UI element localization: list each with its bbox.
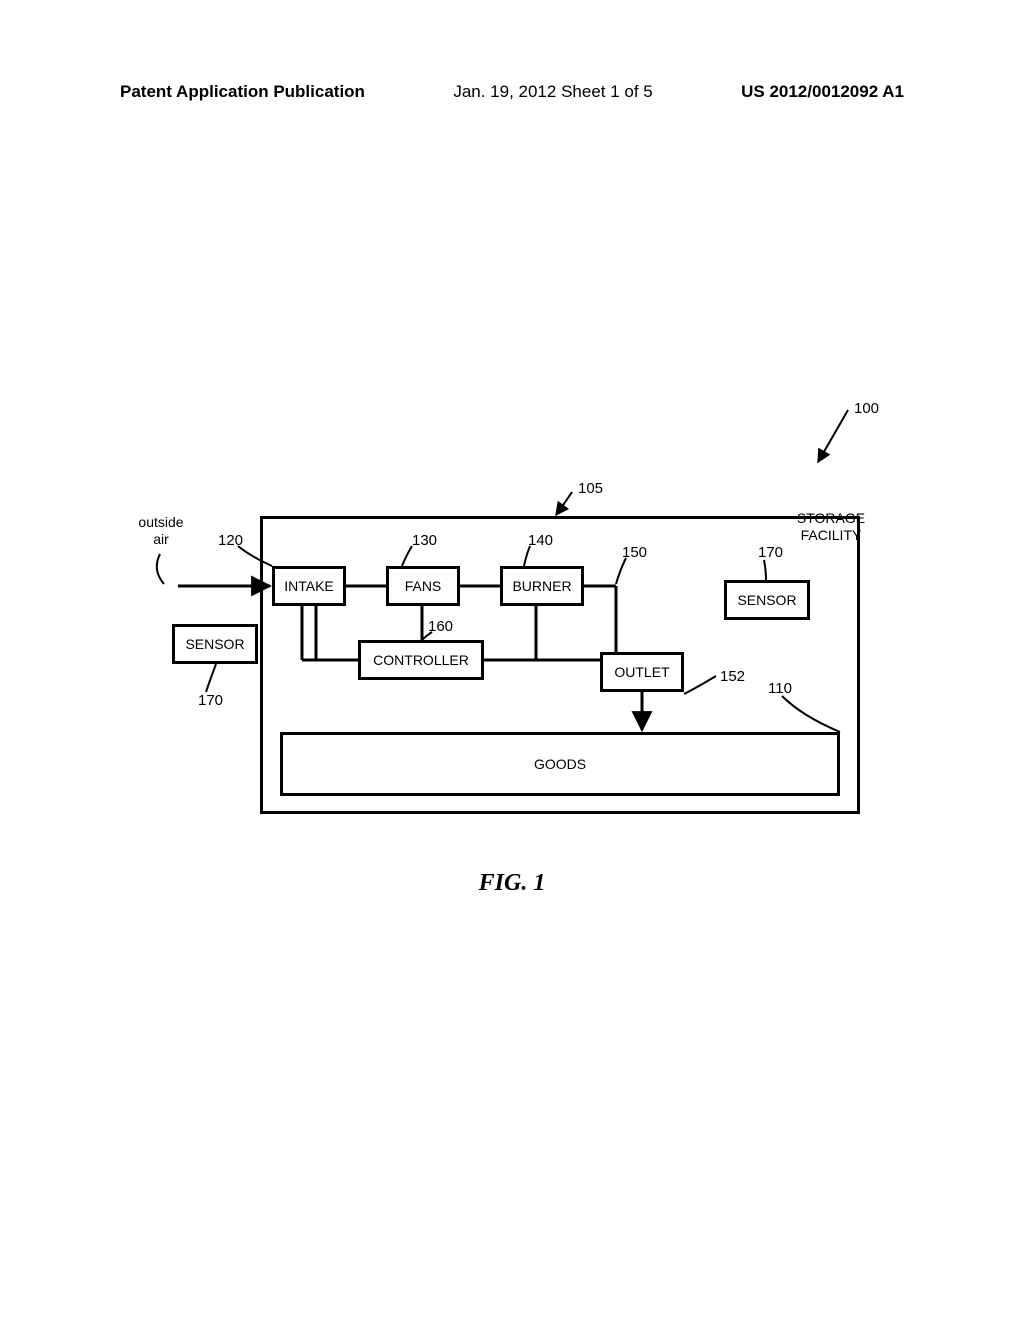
page-header: Patent Application Publication Jan. 19, … [0, 82, 1024, 102]
ref-140: 140 [528, 532, 553, 549]
fans-block: FANS [386, 566, 460, 606]
ref-105: 105 [578, 480, 603, 497]
goods-block: GOODS [280, 732, 840, 796]
ref-170-right: 170 [758, 544, 783, 561]
intake-block: INTAKE [272, 566, 346, 606]
controller-block: CONTROLLER [358, 640, 484, 680]
diagram: outsideair STORAGEFACILITY INTAKE FANS B… [116, 396, 896, 846]
header-date-sheet: Jan. 19, 2012 Sheet 1 of 5 [453, 82, 652, 102]
header-pub-type: Patent Application Publication [120, 82, 365, 102]
outlet-block: OUTLET [600, 652, 684, 692]
label-outside-air: outsideair [126, 514, 196, 548]
ref-120: 120 [218, 532, 243, 549]
header-pub-number: US 2012/0012092 A1 [741, 82, 904, 102]
ref-150: 150 [622, 544, 647, 561]
ref-160: 160 [428, 618, 453, 635]
ref-110: 110 [768, 680, 792, 697]
sensor-left-block: SENSOR [172, 624, 258, 664]
sensor-right-block: SENSOR [724, 580, 810, 620]
figure-caption: FIG. 1 [0, 870, 1024, 897]
ref-152: 152 [720, 668, 745, 685]
ref-130: 130 [412, 532, 437, 549]
burner-block: BURNER [500, 566, 584, 606]
ref-100: 100 [854, 400, 879, 417]
ref-170-left: 170 [198, 692, 223, 709]
